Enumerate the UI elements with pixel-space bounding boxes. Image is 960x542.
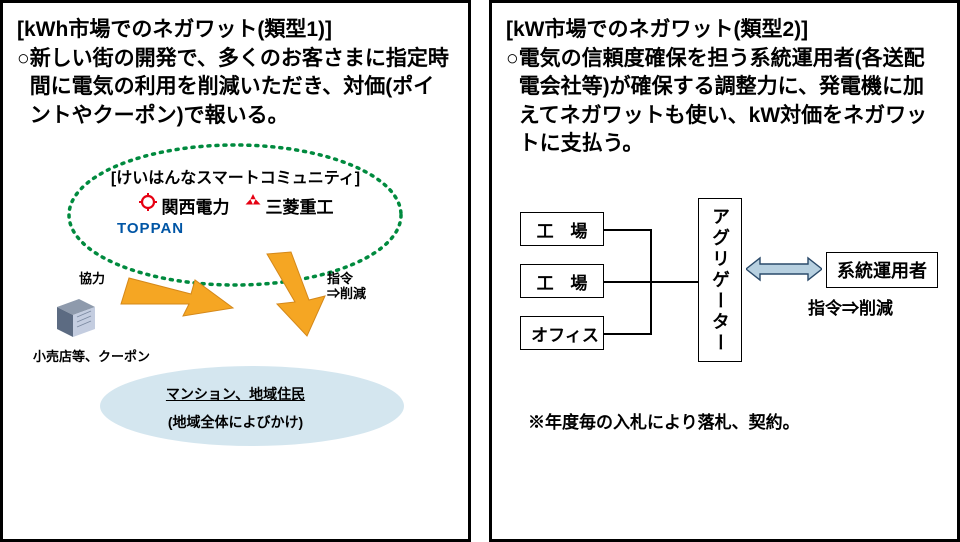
instruction-reduce-label: 指令⇒削減 xyxy=(808,294,893,319)
left-panel-title: [kWh市場でのネガワット(類型1)] xyxy=(17,13,454,43)
box-factory-1: 工 場 xyxy=(520,212,604,246)
mansion-label: マンション、地域住民 xyxy=(17,384,454,404)
left-panel-body: ○ 新しい街の開発で、多くのお客さまに指定時間に電気の利用を削減いただき、対価(… xyxy=(17,45,454,130)
region-call-label: (地域全体によびかけ) xyxy=(17,412,454,432)
logo-row: 関西電力 三菱重工 xyxy=(17,192,454,218)
community-label: [けいはんなスマートコミュニティ] xyxy=(17,164,454,188)
line-h3 xyxy=(604,333,650,335)
retail-label: 小売店等、クーポン xyxy=(33,346,150,365)
left-body-text: 新しい街の開発で、多くのお客さまに指定時間に電気の利用を削減いただき、対価(ポイ… xyxy=(30,45,454,130)
logo-kanden: 関西電力 xyxy=(138,192,230,218)
right-diagram: 工 場 工 場 オフィス アグリゲーター 系統運用者 指令⇒削減 ※年度毎の入札… xyxy=(506,198,943,458)
box-operator: 系統運用者 xyxy=(826,252,938,288)
right-panel: [kW市場でのネガワット(類型2)] ○ 電気の信頼度確保を担う系統運用者(各送… xyxy=(489,0,960,542)
bottom-ellipse xyxy=(97,364,407,448)
mitsubishi-text: 三菱重工 xyxy=(266,193,334,218)
kanden-icon xyxy=(138,192,158,218)
line-h-mid xyxy=(650,281,698,283)
orange-arrow-left xyxy=(115,250,235,325)
box-office: オフィス xyxy=(520,316,604,350)
right-panel-body: ○ 電気の信頼度確保を担う系統運用者(各送配電会社等)が確保する調整力に、発電機… xyxy=(506,45,943,158)
left-panel: [kWh市場でのネガワット(類型1)] ○ 新しい街の開発で、多くのお客さまに指… xyxy=(0,0,471,542)
footnote-label: ※年度毎の入札により落札、契約。 xyxy=(528,408,800,433)
right-body-text: 電気の信頼度確保を担う系統運用者(各送配電会社等)が確保する調整力に、発電機に加… xyxy=(519,45,943,158)
line-h2 xyxy=(604,281,650,283)
kanden-text: 関西電力 xyxy=(162,193,230,218)
bullet-marker: ○ xyxy=(17,45,30,130)
right-panel-title: [kW市場でのネガワット(類型2)] xyxy=(506,13,943,43)
orange-arrow-right xyxy=(249,248,333,345)
box-factory-2: 工 場 xyxy=(520,264,604,298)
building-icon xyxy=(53,295,99,339)
box-aggregator: アグリゲーター xyxy=(698,198,742,362)
left-diagram: [けいはんなスマートコミュニティ] 関西電力 三菱重工 xyxy=(17,140,454,450)
cooperation-label: 協力 xyxy=(79,268,105,287)
logo-mitsubishi: 三菱重工 xyxy=(244,193,334,218)
logo-toppan: TOPPAN xyxy=(117,220,184,237)
double-arrow-icon xyxy=(746,256,822,282)
line-h1 xyxy=(604,229,650,231)
bullet-marker-r: ○ xyxy=(506,45,519,158)
mitsubishi-icon xyxy=(244,194,262,217)
